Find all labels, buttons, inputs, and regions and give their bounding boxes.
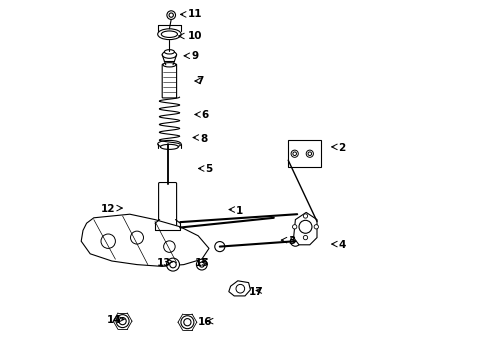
Text: 8: 8 <box>200 134 207 144</box>
Polygon shape <box>229 281 250 296</box>
Text: 1: 1 <box>236 206 243 216</box>
Polygon shape <box>81 214 209 266</box>
Ellipse shape <box>163 63 176 67</box>
Text: 14: 14 <box>106 315 121 325</box>
Circle shape <box>101 234 116 248</box>
Circle shape <box>170 261 176 268</box>
Circle shape <box>167 11 175 19</box>
Circle shape <box>164 241 175 252</box>
Ellipse shape <box>158 29 181 40</box>
Circle shape <box>291 150 298 157</box>
Bar <box>288 140 320 167</box>
FancyBboxPatch shape <box>162 64 176 98</box>
Text: 13: 13 <box>157 258 172 268</box>
Circle shape <box>167 258 179 271</box>
Ellipse shape <box>162 51 176 58</box>
Circle shape <box>199 262 204 267</box>
Circle shape <box>236 284 245 293</box>
Text: 5: 5 <box>205 164 213 174</box>
Polygon shape <box>294 212 317 245</box>
Circle shape <box>130 231 144 244</box>
Ellipse shape <box>158 140 181 148</box>
Ellipse shape <box>164 50 174 54</box>
Circle shape <box>299 220 312 233</box>
Text: 15: 15 <box>195 258 209 268</box>
Text: 7: 7 <box>196 76 204 86</box>
Text: 12: 12 <box>101 204 116 214</box>
FancyBboxPatch shape <box>159 183 176 228</box>
Ellipse shape <box>160 144 178 149</box>
Circle shape <box>119 318 126 325</box>
Text: 17: 17 <box>248 287 263 297</box>
Circle shape <box>293 225 297 229</box>
Circle shape <box>291 236 300 246</box>
Circle shape <box>169 13 173 17</box>
Text: 16: 16 <box>198 317 213 327</box>
Circle shape <box>306 150 314 157</box>
Text: 10: 10 <box>187 31 202 41</box>
Circle shape <box>181 316 194 329</box>
Circle shape <box>215 242 225 252</box>
Circle shape <box>116 315 129 328</box>
Text: 3: 3 <box>288 236 295 246</box>
Text: 11: 11 <box>187 9 202 19</box>
Circle shape <box>308 152 312 156</box>
Ellipse shape <box>161 31 177 37</box>
Circle shape <box>196 259 207 270</box>
Text: 9: 9 <box>191 51 198 61</box>
Text: 6: 6 <box>202 110 209 120</box>
Circle shape <box>314 225 319 229</box>
Circle shape <box>303 235 308 240</box>
Circle shape <box>303 214 308 218</box>
Circle shape <box>293 152 296 156</box>
Text: 2: 2 <box>339 143 346 153</box>
Text: 4: 4 <box>339 240 346 250</box>
Circle shape <box>184 319 191 326</box>
